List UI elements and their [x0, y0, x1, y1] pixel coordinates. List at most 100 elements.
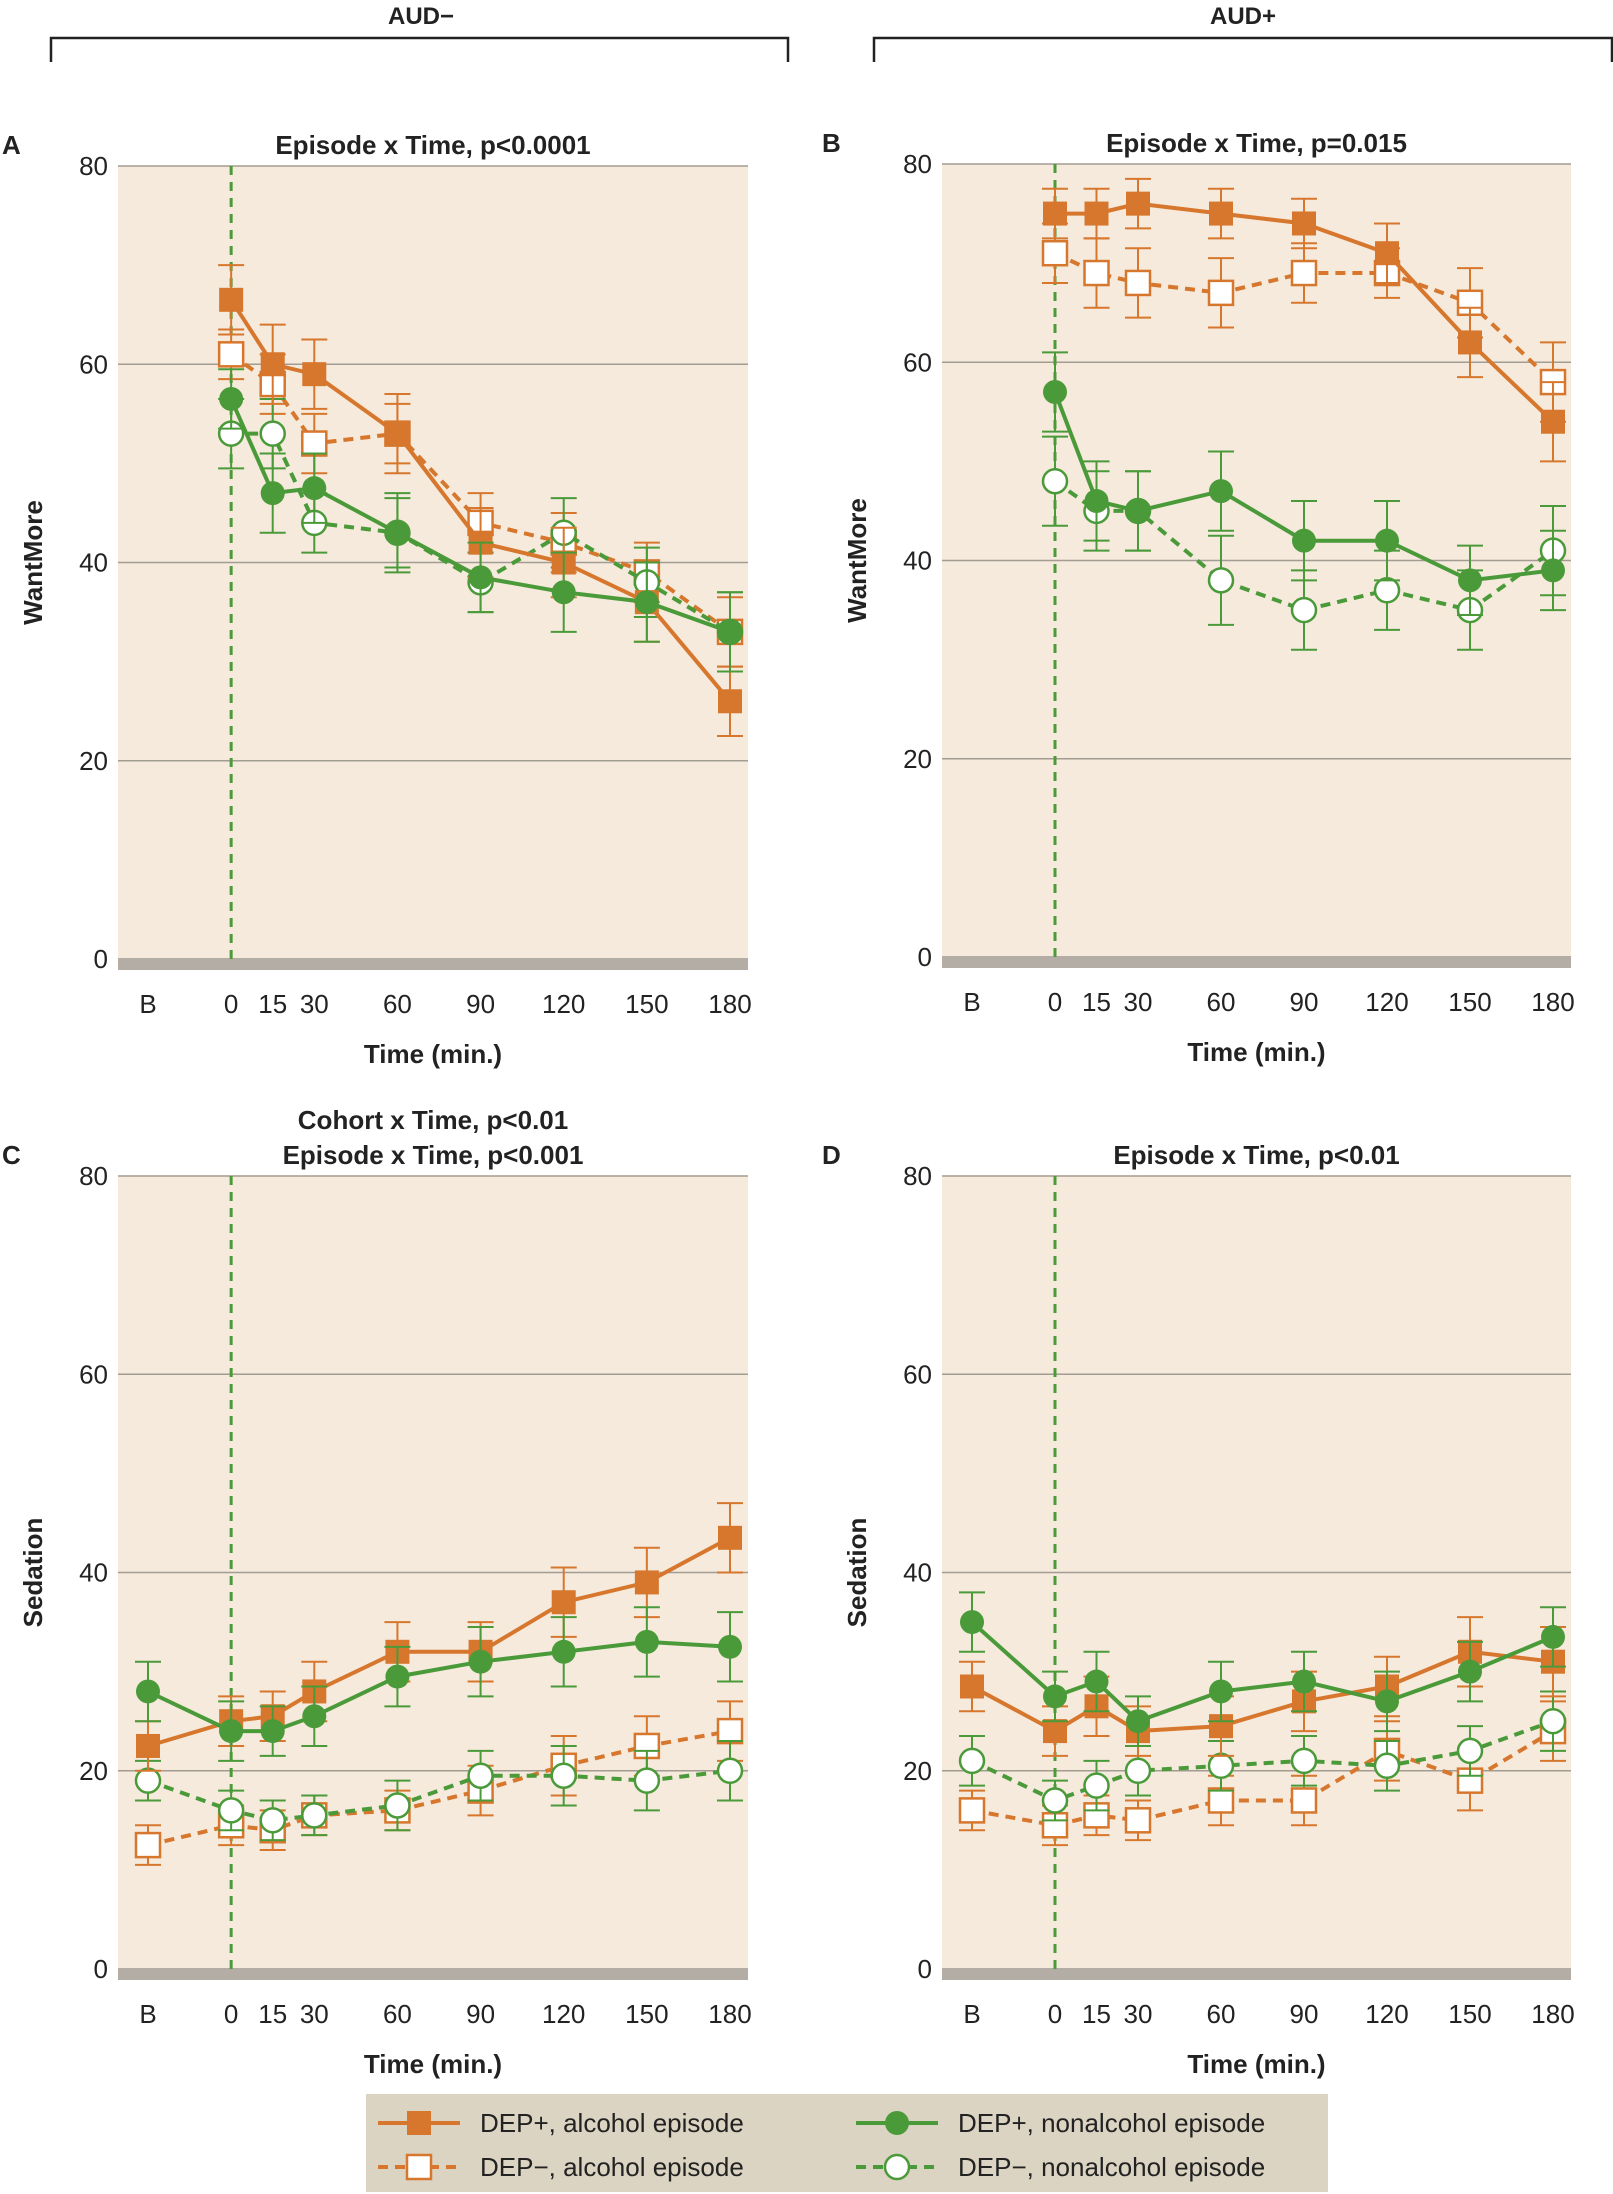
- panel-title: Episode x Time, p=0.015: [1106, 128, 1407, 158]
- x-axis-baseline: [118, 1968, 748, 1980]
- x-tick-label: 60: [383, 989, 412, 1019]
- x-tick-label: 150: [625, 989, 668, 1019]
- data-point: [1043, 1719, 1067, 1744]
- x-tick-label: 15: [1082, 987, 1111, 1017]
- panel-c: 0 20 40 60 80 B 0 15 30 60 90 120 150 180 Time (min.) S…: [2, 1105, 752, 2079]
- x-tick-label: 180: [1531, 1999, 1574, 2029]
- data-point: [302, 1704, 327, 1729]
- y-tick-label: 80: [903, 149, 932, 179]
- y-tick-label: 20: [903, 1756, 932, 1786]
- data-point: [716, 1717, 744, 1745]
- data-point: [1083, 1772, 1110, 1799]
- y-tick-label: 40: [903, 546, 932, 576]
- legend-item-dep_neg_nonalcohol: DEP−, nonalcohol episode: [856, 2152, 1265, 2182]
- data-point: [1292, 1669, 1316, 1694]
- panel-letter: C: [2, 1140, 21, 1170]
- x-axis-baseline: [942, 1968, 1571, 1980]
- legend-label: DEP−, nonalcohol episode: [958, 2152, 1265, 2182]
- data-point: [1373, 1752, 1401, 1780]
- data-point: [1292, 528, 1316, 553]
- x-tick-label: 0: [224, 1999, 238, 2029]
- data-point: [1041, 1787, 1069, 1814]
- data-point: [551, 1639, 576, 1664]
- series-dep_neg_alcohol: [1041, 222, 1567, 423]
- panel-letter: A: [2, 130, 21, 160]
- x-tick-label: 30: [1124, 1999, 1153, 2029]
- data-point: [259, 1807, 286, 1834]
- data-point: [219, 287, 244, 312]
- data-point: [1207, 1787, 1235, 1814]
- data-point: [1041, 467, 1069, 495]
- group-bracket-aud-negative: [49, 36, 790, 62]
- data-point: [1043, 1684, 1067, 1709]
- data-point: [551, 580, 576, 605]
- data-point: [385, 421, 410, 446]
- y-axis-label: Sedation: [842, 1518, 872, 1628]
- data-point: [217, 1797, 245, 1824]
- data-point: [1126, 191, 1150, 216]
- x-tick-label: 15: [258, 989, 287, 1019]
- x-tick-label: 120: [1365, 1999, 1408, 2029]
- data-point: [134, 1767, 162, 1794]
- x-tick-label: B: [139, 1999, 156, 2029]
- data-point: [718, 1634, 742, 1659]
- y-tick-label: 0: [918, 1954, 932, 1984]
- data-point: [301, 430, 328, 457]
- x-tick-label: 30: [300, 1999, 329, 2029]
- x-tick-label: 90: [466, 989, 495, 1019]
- panel-letter: D: [822, 1140, 841, 1170]
- series-dep_pos_nonalcohol: [1042, 351, 1566, 617]
- data-point: [1375, 1689, 1399, 1714]
- series-dep_pos_alcohol: [1042, 177, 1566, 463]
- data-point: [1292, 211, 1316, 236]
- panel-d: 0 20 40 60 80 B 0 15 30 60 90 120 150 180 Time (min.) S…: [822, 1140, 1575, 2079]
- x-tick-label: 180: [708, 1999, 751, 2029]
- data-point: [1209, 201, 1233, 226]
- data-point: [259, 420, 286, 447]
- data-point: [219, 386, 244, 411]
- data-point: [384, 1792, 411, 1819]
- data-point: [1375, 528, 1399, 553]
- x-axis-label: Time (min.): [1187, 1037, 1325, 1067]
- data-point: [1207, 1752, 1235, 1780]
- data-point: [301, 1802, 328, 1829]
- x-tick-label: B: [963, 987, 980, 1017]
- data-point: [634, 590, 659, 615]
- group-bracket-aud-positive: [872, 36, 1613, 62]
- data-point: [958, 1747, 986, 1775]
- x-tick-label: 60: [1207, 987, 1236, 1017]
- group-label-aud-positive: AUD+: [1210, 3, 1276, 30]
- data-point: [550, 1762, 577, 1789]
- data-point: [1539, 1707, 1567, 1735]
- y-tick-label: 80: [79, 151, 108, 181]
- data-point: [1375, 241, 1399, 266]
- panel-title: Cohort x Time, p<0.01: [298, 1105, 568, 1135]
- y-tick-label: 40: [79, 1558, 108, 1588]
- data-point: [716, 1757, 744, 1784]
- data-point: [468, 1649, 493, 1674]
- data-point: [1541, 409, 1565, 434]
- x-tick-label: 90: [466, 1999, 495, 2029]
- data-point: [1290, 259, 1318, 287]
- legend-swatch-marker: [883, 2153, 911, 2181]
- x-tick-label: B: [139, 989, 156, 1019]
- x-axis-baseline: [118, 958, 748, 970]
- panel-a: 0 20 40 60 80 B 0 15 30 60 90 120 150 180 Time (min.) W…: [2, 130, 752, 1069]
- data-point: [1084, 1669, 1109, 1694]
- legend-swatch-marker: [407, 2111, 431, 2135]
- y-tick-label: 0: [94, 1954, 108, 1984]
- x-axis-label: Time (min.): [364, 1039, 502, 1069]
- y-tick-label: 60: [903, 1359, 932, 1389]
- x-tick-label: 0: [1048, 1999, 1062, 2029]
- x-tick-label: 90: [1290, 1999, 1319, 2029]
- legend-item-dep_pos_nonalcohol: DEP+, nonalcohol episode: [856, 2108, 1265, 2138]
- x-tick-label: 60: [1207, 1999, 1236, 2029]
- data-point: [1458, 568, 1482, 593]
- series-dep_pos_nonalcohol: [959, 1591, 1566, 1747]
- x-tick-label: 150: [1448, 987, 1491, 1017]
- y-tick-label: 0: [918, 942, 932, 972]
- data-point: [958, 1797, 986, 1824]
- data-point: [1209, 479, 1233, 504]
- data-point: [260, 352, 285, 377]
